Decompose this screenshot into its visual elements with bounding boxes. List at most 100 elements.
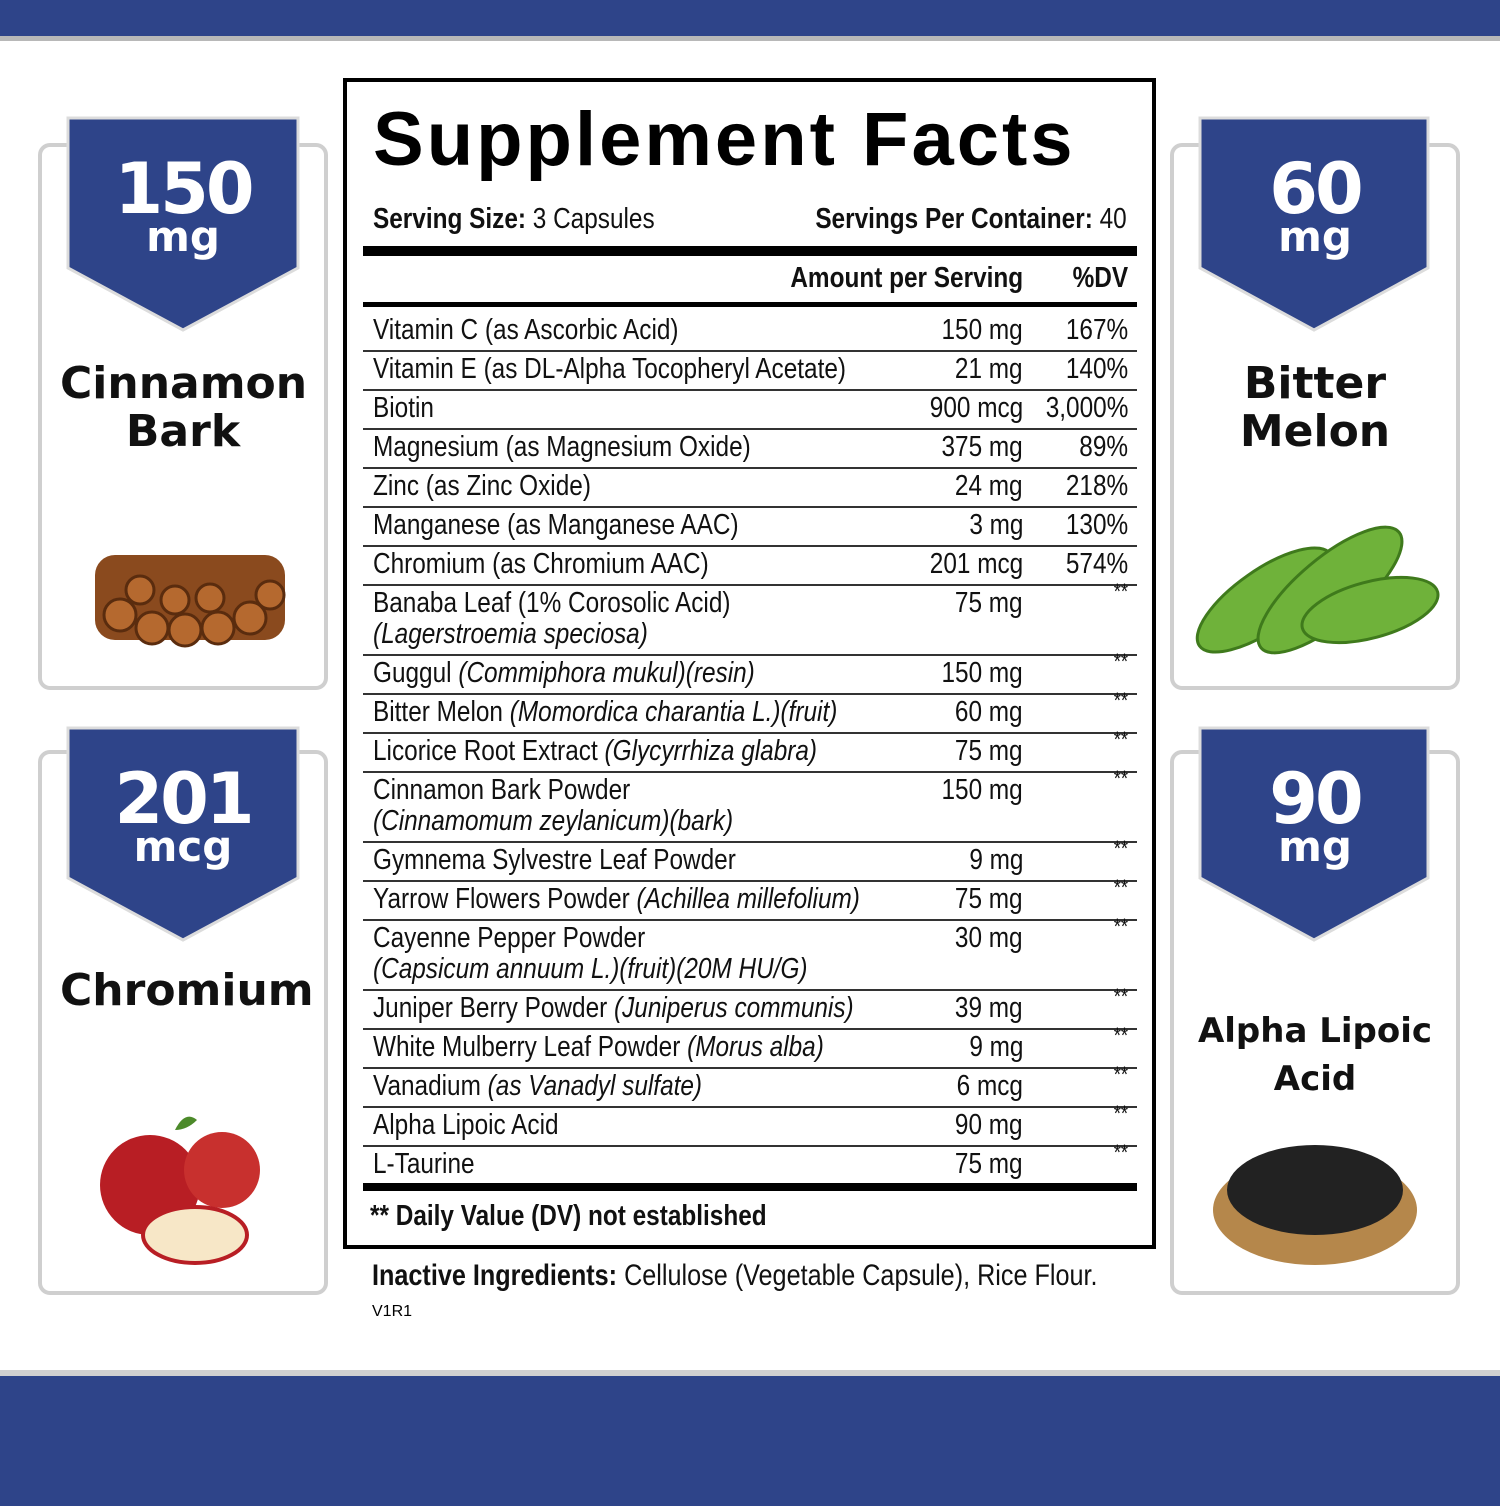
name: Guggul [373,657,452,689]
amount: 150 mg [941,657,1023,689]
card-label: Chromium [60,965,314,1016]
badge-amount: 60 [1269,148,1363,230]
dv: 3,000% [1045,392,1128,424]
ingredient: Yarrow Flowers Powder (Achillea millefol… [373,883,860,916]
latin: (as Vanadyl sulfate) [487,1070,703,1102]
name: Vitamin E (as DL-Alpha Tocopheryl Acetat… [373,353,847,385]
badge-amount: 90 [1269,758,1363,840]
name: Zinc (as Zinc Oxide) [373,470,591,502]
dv: 89% [1079,431,1128,463]
dv: ** [1113,1140,1128,1165]
ingredient: Vitamin E (as DL-Alpha Tocopheryl Acetat… [373,353,846,386]
latin-line: (Cinnamomum zeylanicum)(bark) [373,805,734,837]
name: Cinnamon Bark Powder [373,774,631,806]
name: Manganese (as Manganese AAC) [373,509,739,541]
amount: 60 mg [955,696,1023,728]
row-rule [363,989,1137,991]
amount: 9 mg [968,1031,1023,1063]
amount: 75 mg [955,587,1023,619]
amount: 39 mg [955,992,1023,1024]
ingredient: White Mulberry Leaf Powder (Morus alba) [373,1031,824,1064]
value: 40 [1099,203,1127,235]
row-rule [363,1028,1137,1030]
row-rule [363,545,1137,547]
name: White Mulberry Leaf Powder [373,1031,681,1063]
bottom-band [0,1370,1500,1506]
ingredient: Chromium (as Chromium AAC) [373,548,709,581]
facts-box [343,78,1156,1249]
ingredient: Zinc (as Zinc Oxide) [373,470,591,503]
name: Chromium (as Chromium AAC) [373,548,709,580]
amount: 900 mcg [929,392,1023,424]
name: Licorice Root Extract [373,735,598,767]
row-rule [363,919,1137,921]
name: Vitamin C (as Ascorbic Acid) [373,314,679,346]
latin: (Momordica charantia L.)(fruit) [509,696,838,728]
ingredient: Cayenne Pepper Powder [373,922,645,955]
amount: 21 mg [955,353,1023,385]
amount: 75 mg [955,1148,1023,1180]
amount: 30 mg [955,922,1023,954]
amount: 3 mg [968,509,1023,541]
ingredient: Licorice Root Extract (Glycyrrhiza glabr… [373,735,817,768]
dv: ** [1113,875,1128,900]
row-rule [363,880,1137,882]
name: Bitter Melon [373,696,503,728]
badge-unit: mcg [133,822,233,871]
dv: ** [1113,984,1128,1009]
ingredient: Guggul (Commiphora mukul)(resin) [373,657,755,690]
dv: ** [1113,836,1128,861]
row-rule [363,350,1137,352]
name: L-Taurine [373,1148,475,1180]
amount: 75 mg [955,883,1023,915]
ingredient: Juniper Berry Powder (Juniperus communis… [373,992,854,1025]
ingredient: Magnesium (as Magnesium Oxide) [373,431,751,464]
badge-unit: mg [1278,212,1352,261]
latin: (Morus alba) [687,1031,824,1063]
label: Serving Size: [373,203,526,235]
bottom-bar [363,1183,1137,1191]
row-rule [363,1067,1137,1069]
ingredient: Manganese (as Manganese AAC) [373,509,739,542]
row-rule [363,428,1137,430]
label: Servings Per Container: [815,203,1094,235]
amount: 75 mg [955,735,1023,767]
row-rule [363,841,1137,843]
value: 3 Capsules [532,203,655,235]
amount: 6 mcg [956,1070,1023,1102]
name: Vanadium [373,1070,481,1102]
ingredient: Vitamin C (as Ascorbic Acid) [373,314,679,347]
dv: 218% [1065,470,1128,502]
amount: 90 mg [955,1109,1023,1141]
badge-unit: mg [1278,822,1352,871]
ingredient: Alpha Lipoic Acid [373,1109,559,1142]
badge-amount: 150 [114,148,254,230]
row-rule [363,732,1137,734]
row-rule [363,389,1137,391]
header-bar [363,302,1137,307]
name: Alpha Lipoic Acid [373,1109,559,1141]
dv: ** [1113,579,1128,604]
ingredient: Bitter Melon (Momordica charantia L.)(fr… [373,696,837,729]
row-rule [363,654,1137,656]
dv: ** [1113,649,1128,674]
top-band [0,0,1500,41]
amount: 150 mg [941,774,1023,806]
name: Biotin [373,392,434,424]
dv: ** [1113,914,1128,939]
amount: 9 mg [968,844,1023,876]
dv: ** [1113,1062,1128,1087]
row-rule [363,771,1137,773]
badge-amount: 201 [114,758,254,840]
dv: 574% [1065,548,1128,580]
name: Banaba Leaf (1% Corosolic Acid) [373,587,731,619]
latin: (Achillea millefolium) [636,883,860,915]
dv: ** [1113,688,1128,713]
ingredient: Biotin [373,392,434,425]
latin: (Glycyrrhiza glabra) [604,735,818,767]
name: Yarrow Flowers Powder [373,883,630,915]
code: V1R1 [372,1303,413,1320]
row-rule [363,693,1137,695]
